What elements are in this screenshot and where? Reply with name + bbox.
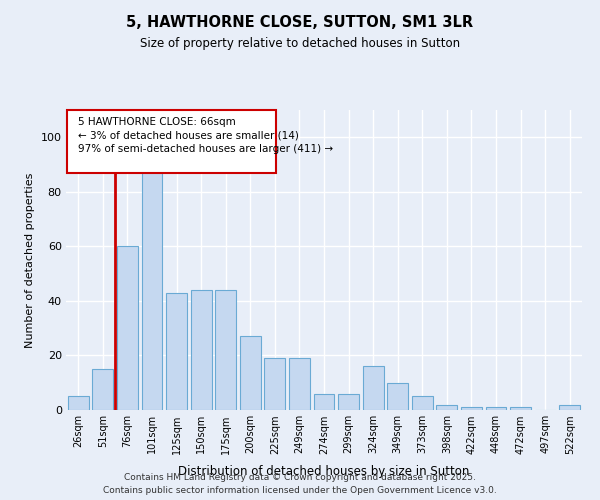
Bar	[559, 404, 580, 410]
Bar	[166, 292, 187, 410]
Bar	[436, 404, 457, 410]
Bar	[117, 246, 138, 410]
Bar	[191, 290, 212, 410]
Text: 5 HAWTHORNE CLOSE: 66sqm: 5 HAWTHORNE CLOSE: 66sqm	[78, 117, 236, 127]
FancyBboxPatch shape	[67, 110, 276, 172]
Bar	[142, 162, 163, 410]
Bar	[510, 408, 531, 410]
Bar	[265, 358, 286, 410]
Bar	[215, 290, 236, 410]
Bar	[240, 336, 261, 410]
Bar	[412, 396, 433, 410]
Bar	[338, 394, 359, 410]
Text: 5, HAWTHORNE CLOSE, SUTTON, SM1 3LR: 5, HAWTHORNE CLOSE, SUTTON, SM1 3LR	[127, 15, 473, 30]
Bar	[92, 369, 113, 410]
Bar	[314, 394, 334, 410]
X-axis label: Distribution of detached houses by size in Sutton: Distribution of detached houses by size …	[178, 465, 470, 478]
Bar	[387, 382, 408, 410]
Bar	[461, 408, 482, 410]
Bar	[289, 358, 310, 410]
Text: Contains HM Land Registry data © Crown copyright and database right 2025.: Contains HM Land Registry data © Crown c…	[124, 474, 476, 482]
Text: 97% of semi-detached houses are larger (411) →: 97% of semi-detached houses are larger (…	[78, 144, 334, 154]
Text: ← 3% of detached houses are smaller (14): ← 3% of detached houses are smaller (14)	[78, 130, 299, 140]
Bar	[485, 408, 506, 410]
Bar	[362, 366, 383, 410]
Text: Contains public sector information licensed under the Open Government Licence v3: Contains public sector information licen…	[103, 486, 497, 495]
Y-axis label: Number of detached properties: Number of detached properties	[25, 172, 35, 348]
Bar	[68, 396, 89, 410]
Text: Size of property relative to detached houses in Sutton: Size of property relative to detached ho…	[140, 38, 460, 51]
